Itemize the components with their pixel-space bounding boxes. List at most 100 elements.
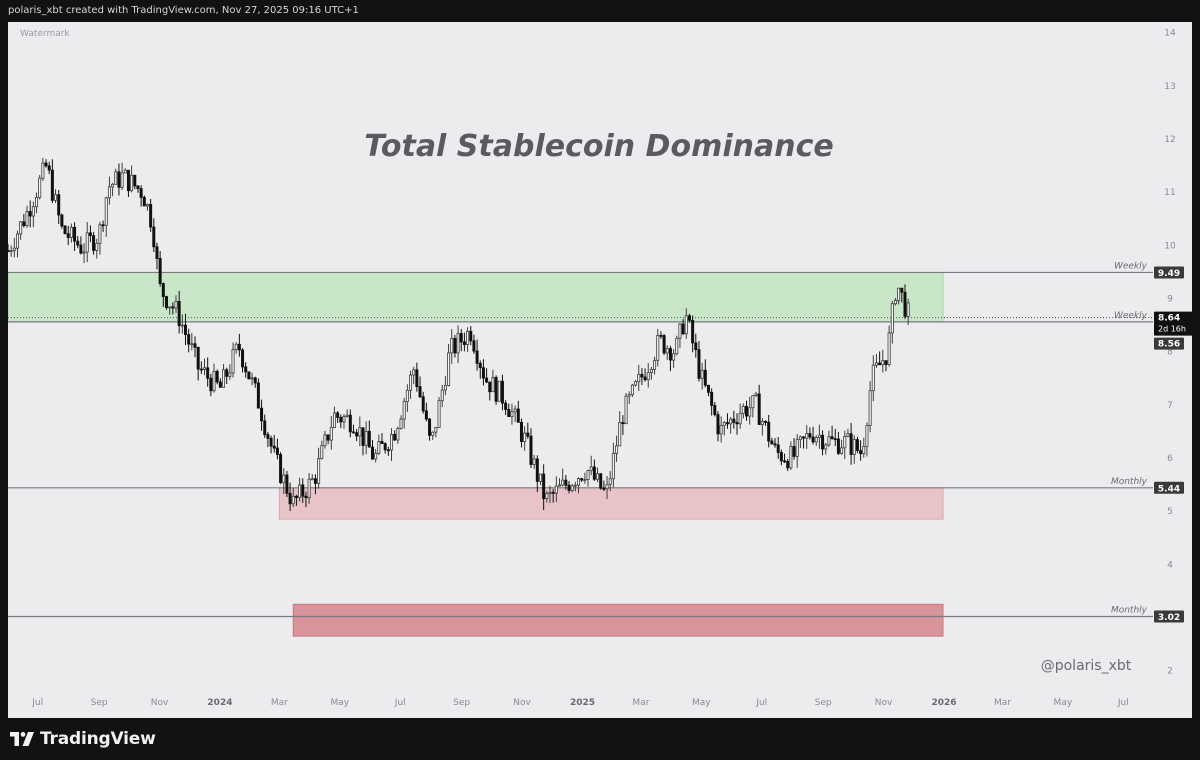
candle-body	[54, 194, 58, 201]
candle-body	[846, 433, 850, 437]
candle-body	[28, 211, 32, 217]
candle-body	[145, 204, 149, 207]
level-tag-0-box	[1154, 266, 1184, 279]
candle-body	[374, 452, 378, 460]
x-tick-label: Jul	[31, 698, 43, 708]
candle-body	[247, 371, 251, 380]
candle-body	[88, 232, 92, 237]
y-tick-label: 9	[1167, 295, 1173, 305]
x-tick-label: Mar	[632, 698, 649, 708]
footer-bar: TradingView	[0, 718, 1200, 760]
candle-body	[802, 436, 806, 439]
candle-body	[634, 381, 638, 386]
candle-body	[364, 430, 368, 446]
candle-body	[491, 377, 495, 393]
candle-body	[50, 169, 54, 201]
y-tick-label: 11	[1164, 188, 1175, 198]
candle-body	[250, 377, 254, 380]
candle-body	[313, 478, 317, 484]
candle-body	[38, 177, 42, 198]
y-axis[interactable]: 2 4 5 6 7 8 9 10 11 12 13 14	[1164, 29, 1176, 677]
candle-body	[564, 479, 568, 486]
last-price-value: 8.64	[1158, 314, 1180, 324]
candle-body	[9, 250, 13, 252]
candle-body	[637, 373, 641, 383]
candle-body	[155, 246, 159, 259]
candle-body	[301, 484, 305, 497]
candle-body	[659, 334, 663, 337]
candle-body	[523, 432, 527, 443]
candle-body	[326, 434, 330, 441]
candle-body	[630, 384, 634, 395]
candle-body	[126, 169, 130, 192]
candle-body	[329, 427, 333, 441]
candle-body	[700, 369, 704, 379]
candle-body	[434, 426, 438, 433]
candle-body	[402, 401, 406, 420]
candle-body	[808, 433, 812, 438]
x-tick-label: 2025	[570, 698, 595, 708]
candle-body	[332, 412, 336, 428]
candle-body	[621, 422, 625, 424]
candle-body	[906, 302, 910, 317]
level-name-3: Monthly	[1111, 605, 1148, 615]
candle-body	[757, 393, 761, 425]
candle-body	[478, 362, 482, 369]
candle-body	[532, 458, 536, 465]
candle-body	[336, 412, 340, 418]
candle-body	[890, 303, 894, 334]
candle-body	[320, 445, 324, 459]
candle-body	[817, 434, 821, 438]
candle-body	[149, 204, 153, 228]
watermark-label: Watermark	[20, 29, 70, 39]
candle-body	[570, 485, 574, 491]
candle-body	[168, 306, 172, 309]
candle-body	[710, 391, 714, 406]
candle-body	[225, 369, 229, 377]
candle-body	[608, 478, 612, 485]
candle-body	[234, 343, 238, 350]
level-tag-0-value: 9.49	[1158, 269, 1180, 279]
y-tick-label: 12	[1164, 135, 1175, 145]
candle-body	[161, 283, 165, 297]
candle-body	[206, 367, 210, 379]
level-tag-1-box	[1154, 337, 1184, 350]
candle-body	[456, 333, 460, 354]
candle-body	[887, 332, 891, 365]
candle-body	[136, 185, 140, 190]
chart-area[interactable]: Weekly Weekly Monthly Monthly Watermark Tot…	[8, 22, 1192, 718]
x-axis[interactable]: Jul Sep Nov 2024 Mar May Jul Sep Nov 2025 Mar May Ju…	[31, 698, 1128, 708]
candle-body	[187, 334, 191, 345]
x-tick-label: Sep	[453, 698, 470, 708]
zone-green	[8, 271, 944, 323]
candle-body	[678, 323, 682, 339]
x-tick-label: Nov	[513, 698, 531, 708]
x-tick-label: Mar	[994, 698, 1011, 708]
candle-body	[253, 377, 257, 384]
candle-body	[41, 162, 45, 179]
candle-body	[447, 352, 451, 386]
price-chart[interactable]: Weekly Weekly Monthly Monthly Watermark Tot…	[8, 22, 1192, 718]
candle-body	[764, 420, 768, 423]
candle-body	[681, 323, 685, 335]
candle-body	[269, 437, 273, 447]
x-tick-label: Sep	[815, 698, 832, 708]
candle-body	[773, 443, 777, 446]
candle-body	[339, 416, 343, 423]
tradingview-logo[interactable]: TradingView	[10, 728, 156, 750]
candle-body	[843, 436, 847, 449]
candle-body	[73, 226, 77, 242]
candle-body	[504, 402, 508, 410]
last-price-countdown: 2d 16h	[1158, 325, 1186, 334]
candle-body	[675, 337, 679, 355]
candle-body	[203, 367, 207, 370]
x-tick-label: Mar	[271, 698, 288, 708]
candle-body	[770, 440, 774, 445]
candle-body	[481, 367, 485, 379]
candle-body	[383, 443, 387, 451]
candle-body	[573, 484, 577, 487]
candle-body	[123, 169, 127, 174]
candle-body	[811, 436, 815, 443]
candle-body	[602, 487, 606, 490]
